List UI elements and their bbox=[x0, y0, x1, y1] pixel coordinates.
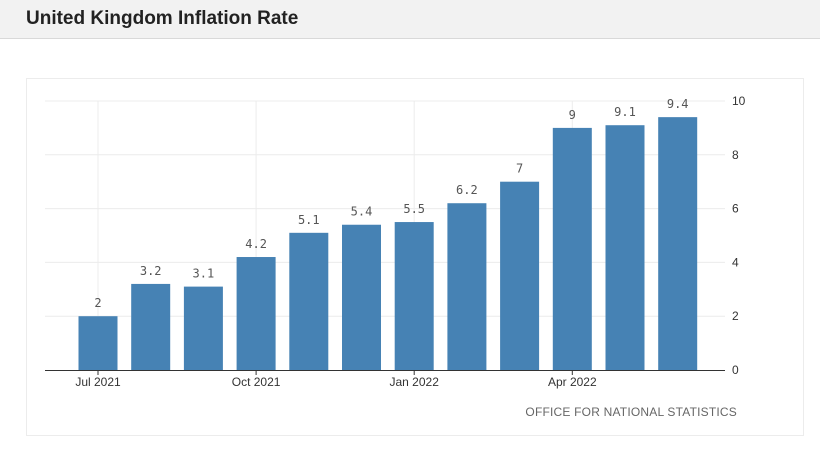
page-header: United Kingdom Inflation Rate bbox=[0, 0, 820, 39]
data-label: 3.2 bbox=[140, 264, 162, 278]
data-label: 9.4 bbox=[667, 97, 689, 111]
data-label: 6.2 bbox=[456, 183, 478, 197]
source-credit: OFFICE FOR NATIONAL STATISTICS bbox=[525, 405, 737, 419]
data-label: 5.1 bbox=[298, 213, 320, 227]
y-tick-label: 4 bbox=[732, 255, 739, 269]
bar bbox=[500, 181, 540, 370]
x-tick-label: Jul 2021 bbox=[75, 375, 121, 389]
data-label: 9.1 bbox=[614, 105, 636, 119]
x-tick-label: Apr 2022 bbox=[548, 375, 597, 389]
data-label: 2 bbox=[94, 296, 101, 310]
bar bbox=[552, 127, 592, 371]
bar bbox=[394, 222, 434, 370]
bar bbox=[289, 232, 329, 370]
bar bbox=[342, 224, 381, 370]
data-label: 3.1 bbox=[193, 267, 215, 281]
data-label: 7 bbox=[516, 162, 523, 176]
bar bbox=[236, 257, 276, 370]
y-tick-label: 0 bbox=[732, 363, 739, 377]
bar bbox=[183, 286, 223, 370]
x-tick-label: Jan 2022 bbox=[390, 375, 440, 389]
data-label: 4.2 bbox=[245, 237, 267, 251]
y-tick-label: 10 bbox=[732, 94, 746, 108]
data-label: 9 bbox=[569, 108, 576, 122]
bar bbox=[131, 283, 171, 370]
bar bbox=[605, 125, 645, 371]
y-tick-label: 8 bbox=[732, 148, 739, 162]
y-tick-label: 2 bbox=[732, 309, 739, 323]
page-title: United Kingdom Inflation Rate bbox=[26, 8, 299, 29]
bar bbox=[78, 316, 118, 370]
data-label: 5.5 bbox=[403, 202, 425, 216]
data-label: 5.4 bbox=[351, 205, 373, 219]
bar bbox=[658, 117, 698, 370]
y-tick-label: 6 bbox=[732, 202, 739, 216]
x-tick-label: Oct 2021 bbox=[232, 375, 281, 389]
bar bbox=[447, 203, 487, 370]
